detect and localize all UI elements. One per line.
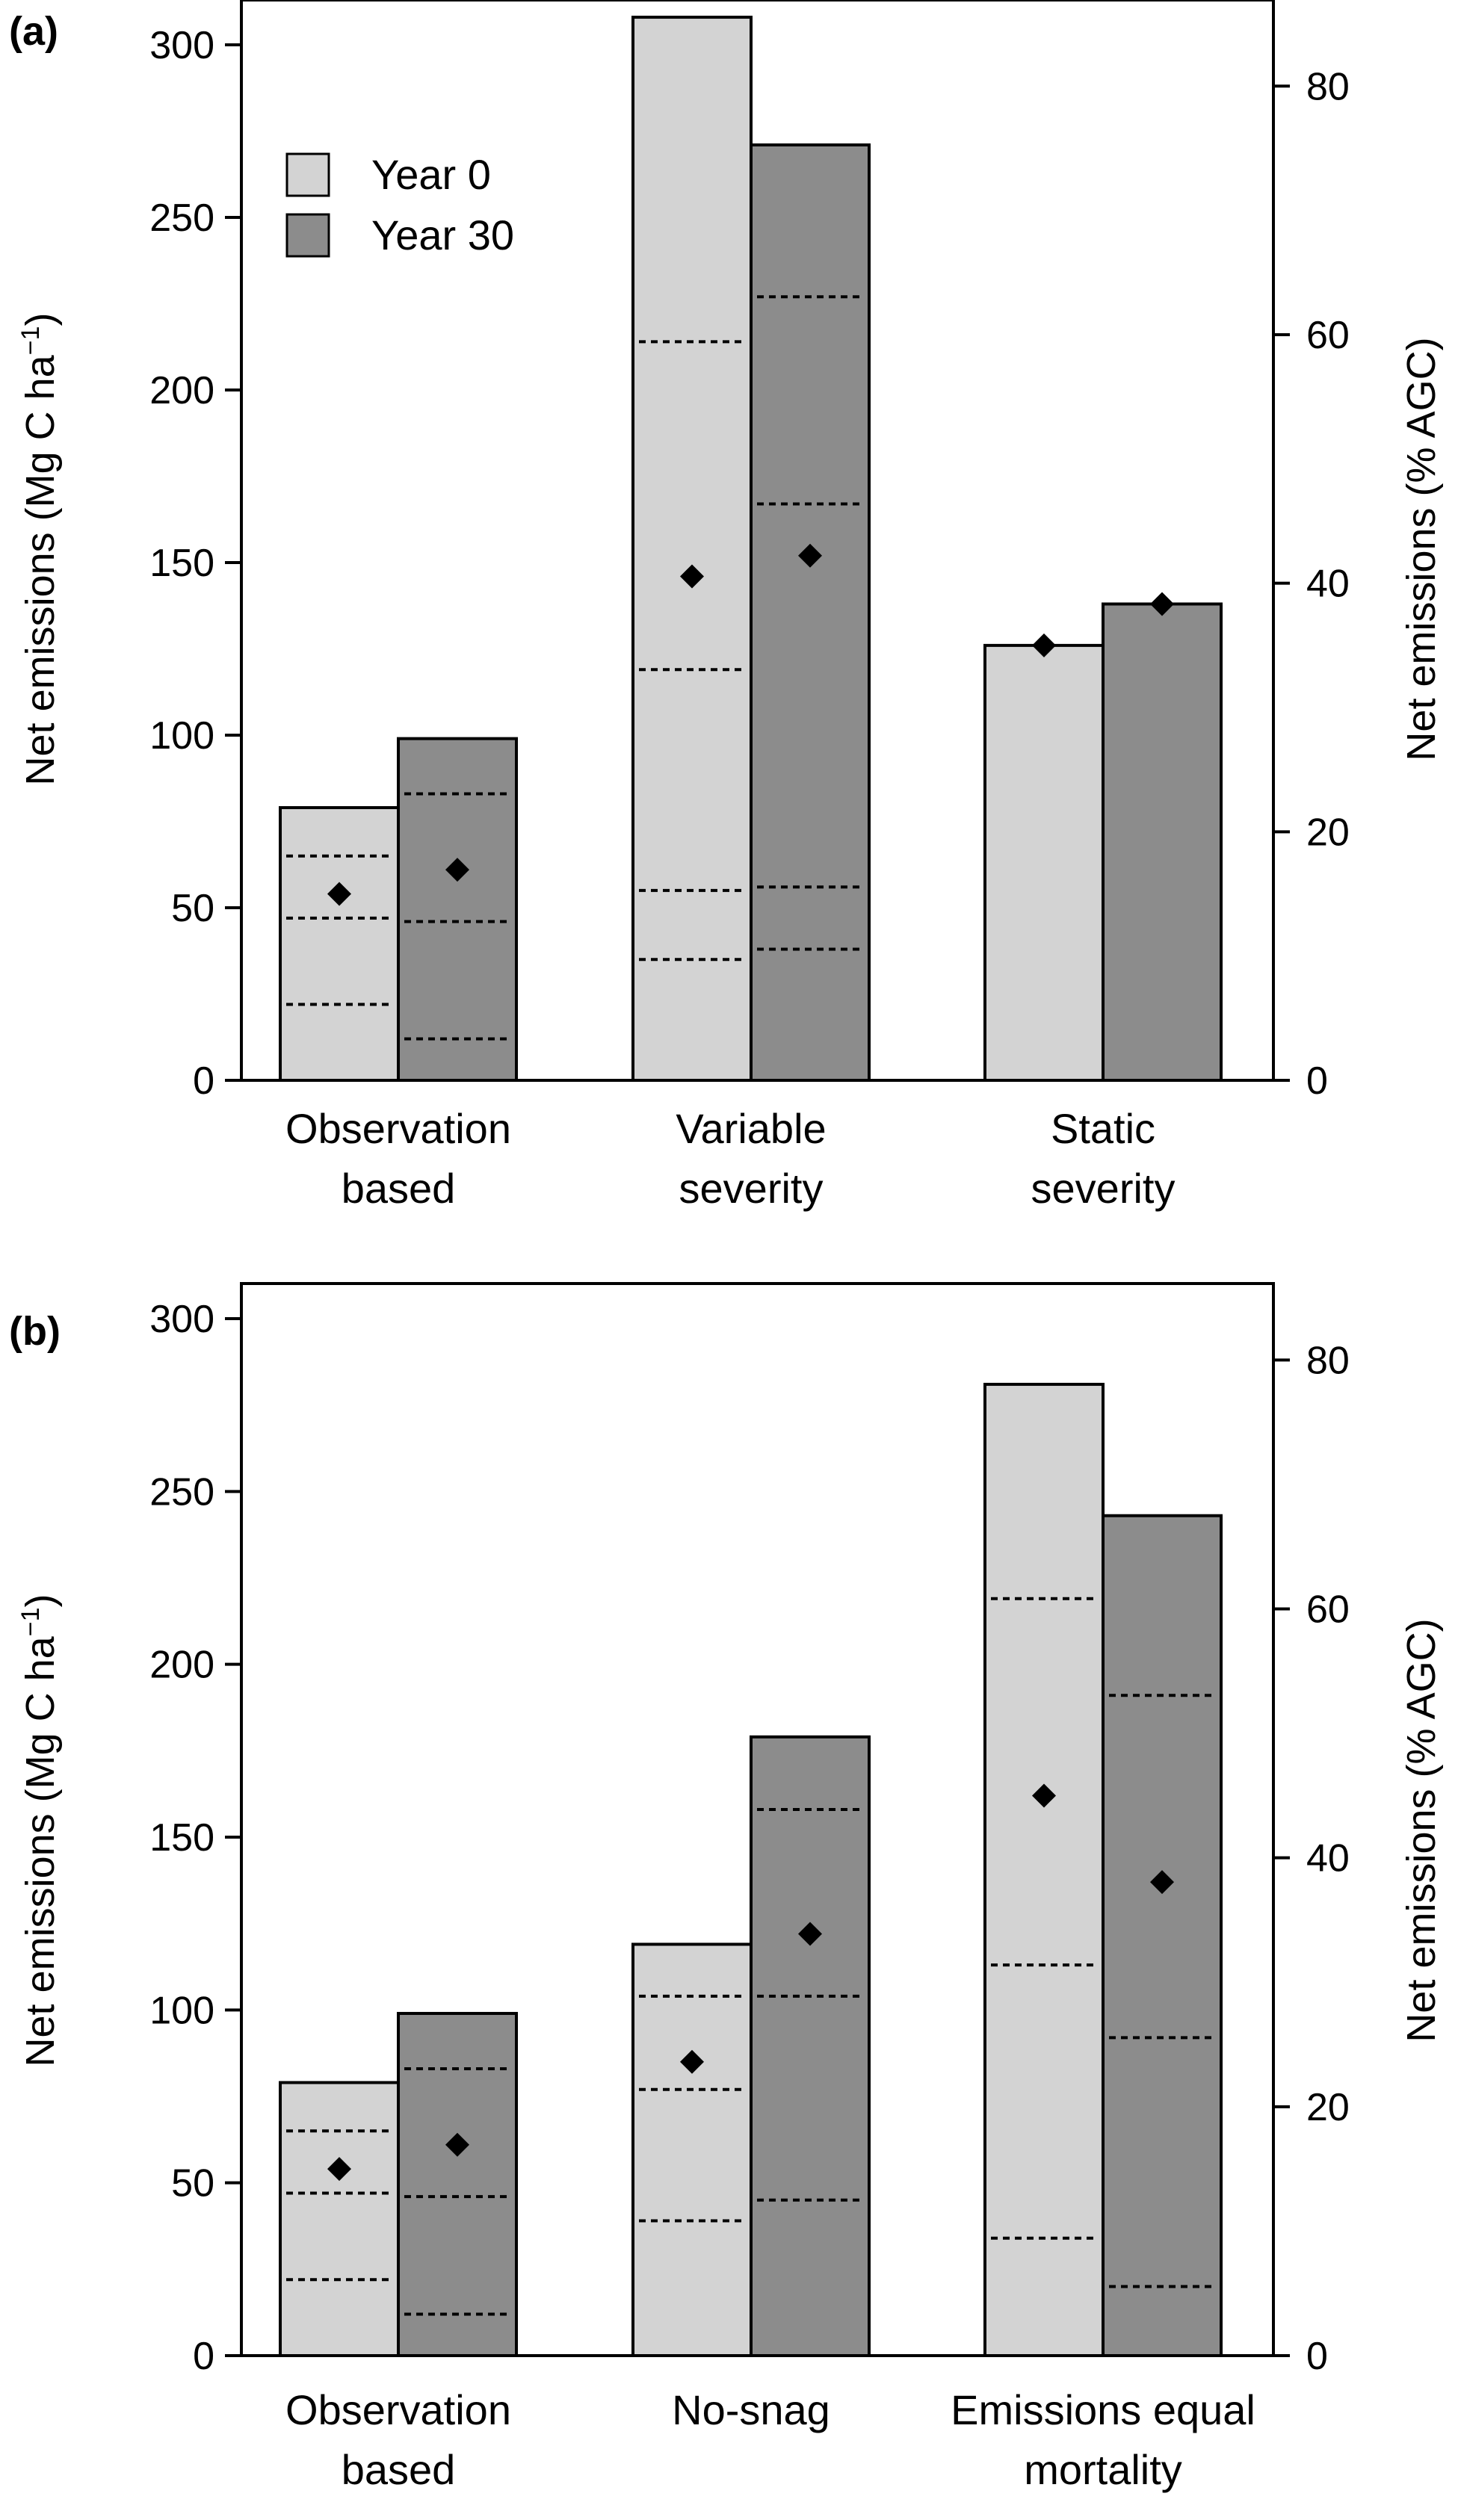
right-tick-label: 20 (1306, 2086, 1350, 2129)
right-tick-label: 0 (1306, 1059, 1328, 1103)
category-label-line2: mortality (1024, 2446, 1182, 2493)
right-tick-label: 20 (1306, 811, 1350, 854)
diamond-marker (1150, 592, 1174, 616)
diamond-marker (1150, 1870, 1174, 1895)
diamond-marker (680, 2049, 704, 2074)
right-tick-label: 60 (1306, 1588, 1350, 1632)
diamond-marker (327, 2157, 351, 2182)
left-tick-label: 0 (193, 2335, 214, 2378)
right-y-axis: 0 20 40 60 80 (1273, 1339, 1350, 2378)
left-tick-label: 50 (171, 887, 214, 930)
legend-swatch-year0 (285, 152, 330, 197)
diamond-marker (445, 2132, 469, 2157)
bar-year30-1 (750, 1735, 871, 2357)
category-labels: Observation based Variable severity Static se… (285, 1105, 1175, 1212)
diamond-marker (680, 564, 704, 589)
diamond-marker (1032, 1783, 1056, 1808)
right-tick-label: 40 (1306, 1837, 1350, 1880)
left-axis-title-close: ) (18, 1594, 63, 1608)
diamond-marker (798, 1922, 822, 1946)
left-axis-title: Net emissions (Mg C ha−1) (16, 1594, 63, 2067)
left-axis-title-text: Net emissions (Mg C ha (18, 354, 63, 785)
category-label-line1: Variable (676, 1105, 826, 1152)
right-axis-title: Net emissions (% AGC) (1399, 1618, 1444, 2042)
left-axis-title-sup: −1 (16, 326, 45, 356)
left-y-axis: 0 50 100 150 200 250 300 (149, 1298, 241, 2378)
left-tick-label: 300 (149, 24, 214, 67)
right-tick-label: 60 (1306, 314, 1350, 357)
left-y-axis: 0 50 100 150 200 250 300 (149, 24, 241, 1103)
bar-year30-0 (397, 737, 518, 1082)
left-axis-title-sup: −1 (16, 1608, 45, 1637)
category-label-line1: Emissions equal (951, 2386, 1255, 2433)
left-tick-label: 150 (149, 1816, 214, 1860)
diamond-marker (445, 858, 469, 882)
legend-label-year30: Year 30 (371, 211, 514, 258)
left-tick-label: 100 (149, 1989, 214, 2032)
left-tick-label: 0 (193, 1059, 214, 1103)
bar-year30-2 (1102, 1514, 1223, 2357)
category-label-line1: Observation (285, 1105, 511, 1152)
bar-year30-2 (1102, 602, 1223, 1082)
category-labels: Observation based No-snag Emissions equal mo… (285, 2386, 1255, 2493)
bar-year0-0 (279, 806, 400, 1083)
bar-year0-1 (631, 16, 753, 1082)
category-label-line2: severity (679, 1165, 824, 1212)
left-axis-title-close: ) (18, 313, 63, 326)
plot-area (279, 16, 1223, 1083)
left-tick-label: 200 (149, 1644, 214, 1687)
right-y-axis: 0 20 40 60 80 (1273, 65, 1350, 1103)
diamond-marker (798, 543, 822, 568)
panel-b: (b) 0 50 100 150 200 250 300 0 20 40 60 80 Observa… (9, 1282, 1444, 2493)
right-tick-label: 80 (1306, 1339, 1350, 1382)
bar-year30-0 (397, 2011, 518, 2357)
left-tick-label: 250 (149, 196, 214, 240)
left-tick-label: 150 (149, 542, 214, 585)
left-tick-label: 200 (149, 369, 214, 412)
diamond-marker (327, 882, 351, 906)
category-label-line1: Observation (285, 2386, 511, 2433)
left-tick-label: 250 (149, 1470, 214, 1514)
diamond-marker (1032, 633, 1056, 657)
bar-year0-0 (279, 2081, 400, 2358)
bar-year0-2 (983, 1382, 1105, 2357)
bar-year0-1 (631, 1942, 753, 2358)
left-axis-title: Net emissions (Mg C ha−1) (16, 313, 63, 786)
category-label-line2: severity (1031, 1165, 1176, 1212)
right-tick-label: 0 (1306, 2335, 1328, 2378)
left-tick-label: 300 (149, 1298, 214, 1341)
category-label-line2: based (342, 2446, 456, 2493)
panel-label: (a) (9, 9, 58, 54)
category-label-line1: No-snag (672, 2386, 830, 2433)
legend-label-year0: Year 0 (371, 151, 491, 198)
panel-label: (b) (9, 1309, 61, 1354)
right-tick-label: 80 (1306, 65, 1350, 108)
left-tick-label: 50 (171, 2162, 214, 2205)
category-label-line1: Static (1051, 1105, 1155, 1152)
plot-area (279, 1382, 1223, 2358)
category-label-line2: based (342, 1165, 456, 1212)
legend-swatch-year30 (285, 213, 330, 258)
right-axis-title: Net emissions (% AGC) (1399, 337, 1444, 761)
legend: Year 0 Year 30 (285, 151, 514, 258)
panel-a: (a) 0 50 100 150 200 250 300 0 20 40 60 80 Observa… (9, 0, 1444, 1212)
left-tick-label: 100 (149, 714, 214, 758)
bar-year30-1 (750, 143, 871, 1083)
bar-year0-2 (983, 643, 1105, 1082)
right-tick-label: 40 (1306, 563, 1350, 606)
left-axis-title-text: Net emissions (Mg C ha (18, 1635, 63, 2067)
